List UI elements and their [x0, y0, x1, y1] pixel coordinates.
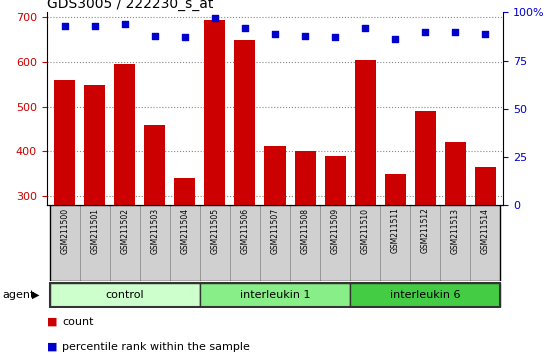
Text: GSM211512: GSM211512	[421, 207, 430, 253]
Point	[271, 31, 279, 36]
Bar	[205, 20, 225, 331]
Point	[331, 35, 339, 40]
Bar	[50, 205, 80, 281]
Text: GSM211502: GSM211502	[120, 207, 129, 253]
Bar	[50, 283, 200, 307]
Bar	[384, 174, 406, 331]
Bar	[234, 40, 256, 331]
Bar	[110, 205, 140, 281]
Point	[90, 23, 99, 29]
Text: GSM211505: GSM211505	[211, 207, 219, 254]
Text: ▶: ▶	[32, 290, 40, 300]
Point	[421, 29, 430, 35]
Text: GSM211501: GSM211501	[90, 207, 100, 253]
Bar	[230, 205, 260, 281]
Text: interleukin 1: interleukin 1	[240, 290, 310, 300]
Point	[451, 29, 460, 35]
Bar	[260, 205, 290, 281]
Bar	[114, 64, 135, 331]
Bar	[350, 205, 380, 281]
Bar	[84, 85, 105, 331]
Text: GSM211506: GSM211506	[240, 207, 250, 254]
Point	[60, 23, 69, 29]
Point	[240, 25, 249, 31]
Bar	[475, 167, 496, 331]
Bar	[80, 205, 110, 281]
Text: GSM211514: GSM211514	[481, 207, 490, 253]
Bar	[350, 283, 500, 307]
Text: GSM211509: GSM211509	[331, 207, 339, 254]
Point	[180, 35, 189, 40]
Point	[151, 33, 160, 38]
Bar	[415, 111, 436, 331]
Bar	[470, 205, 500, 281]
Bar	[445, 142, 466, 331]
Text: GDS3005 / 222230_s_at: GDS3005 / 222230_s_at	[47, 0, 213, 11]
Text: interleukin 6: interleukin 6	[390, 290, 460, 300]
Point	[481, 31, 490, 36]
Bar	[144, 125, 166, 331]
Text: GSM211511: GSM211511	[390, 207, 400, 253]
Text: ■: ■	[47, 342, 57, 352]
Bar	[320, 205, 350, 281]
Bar	[200, 205, 230, 281]
Point	[390, 36, 399, 42]
Bar	[380, 205, 410, 281]
Text: count: count	[62, 317, 94, 327]
Bar	[170, 205, 200, 281]
Text: GSM211508: GSM211508	[300, 207, 310, 253]
Bar	[265, 145, 285, 331]
Bar	[355, 60, 376, 331]
Bar	[294, 152, 316, 331]
Text: percentile rank within the sample: percentile rank within the sample	[62, 342, 250, 352]
Text: GSM211507: GSM211507	[271, 207, 279, 254]
Text: GSM211504: GSM211504	[180, 207, 189, 254]
Bar	[290, 205, 320, 281]
Text: agent: agent	[3, 290, 35, 300]
Point	[211, 15, 219, 21]
Point	[361, 25, 370, 31]
Text: control: control	[106, 290, 144, 300]
Bar	[410, 205, 440, 281]
Bar	[54, 80, 75, 331]
Text: ■: ■	[47, 317, 57, 327]
Text: GSM211513: GSM211513	[450, 207, 460, 253]
Bar	[440, 205, 470, 281]
Bar	[140, 205, 170, 281]
Point	[301, 33, 310, 38]
Text: GSM211500: GSM211500	[60, 207, 69, 254]
Bar	[174, 178, 195, 331]
Text: GSM211503: GSM211503	[150, 207, 159, 254]
Text: GSM211510: GSM211510	[361, 207, 370, 253]
Bar	[324, 156, 345, 331]
Point	[120, 21, 129, 27]
Bar	[200, 283, 350, 307]
